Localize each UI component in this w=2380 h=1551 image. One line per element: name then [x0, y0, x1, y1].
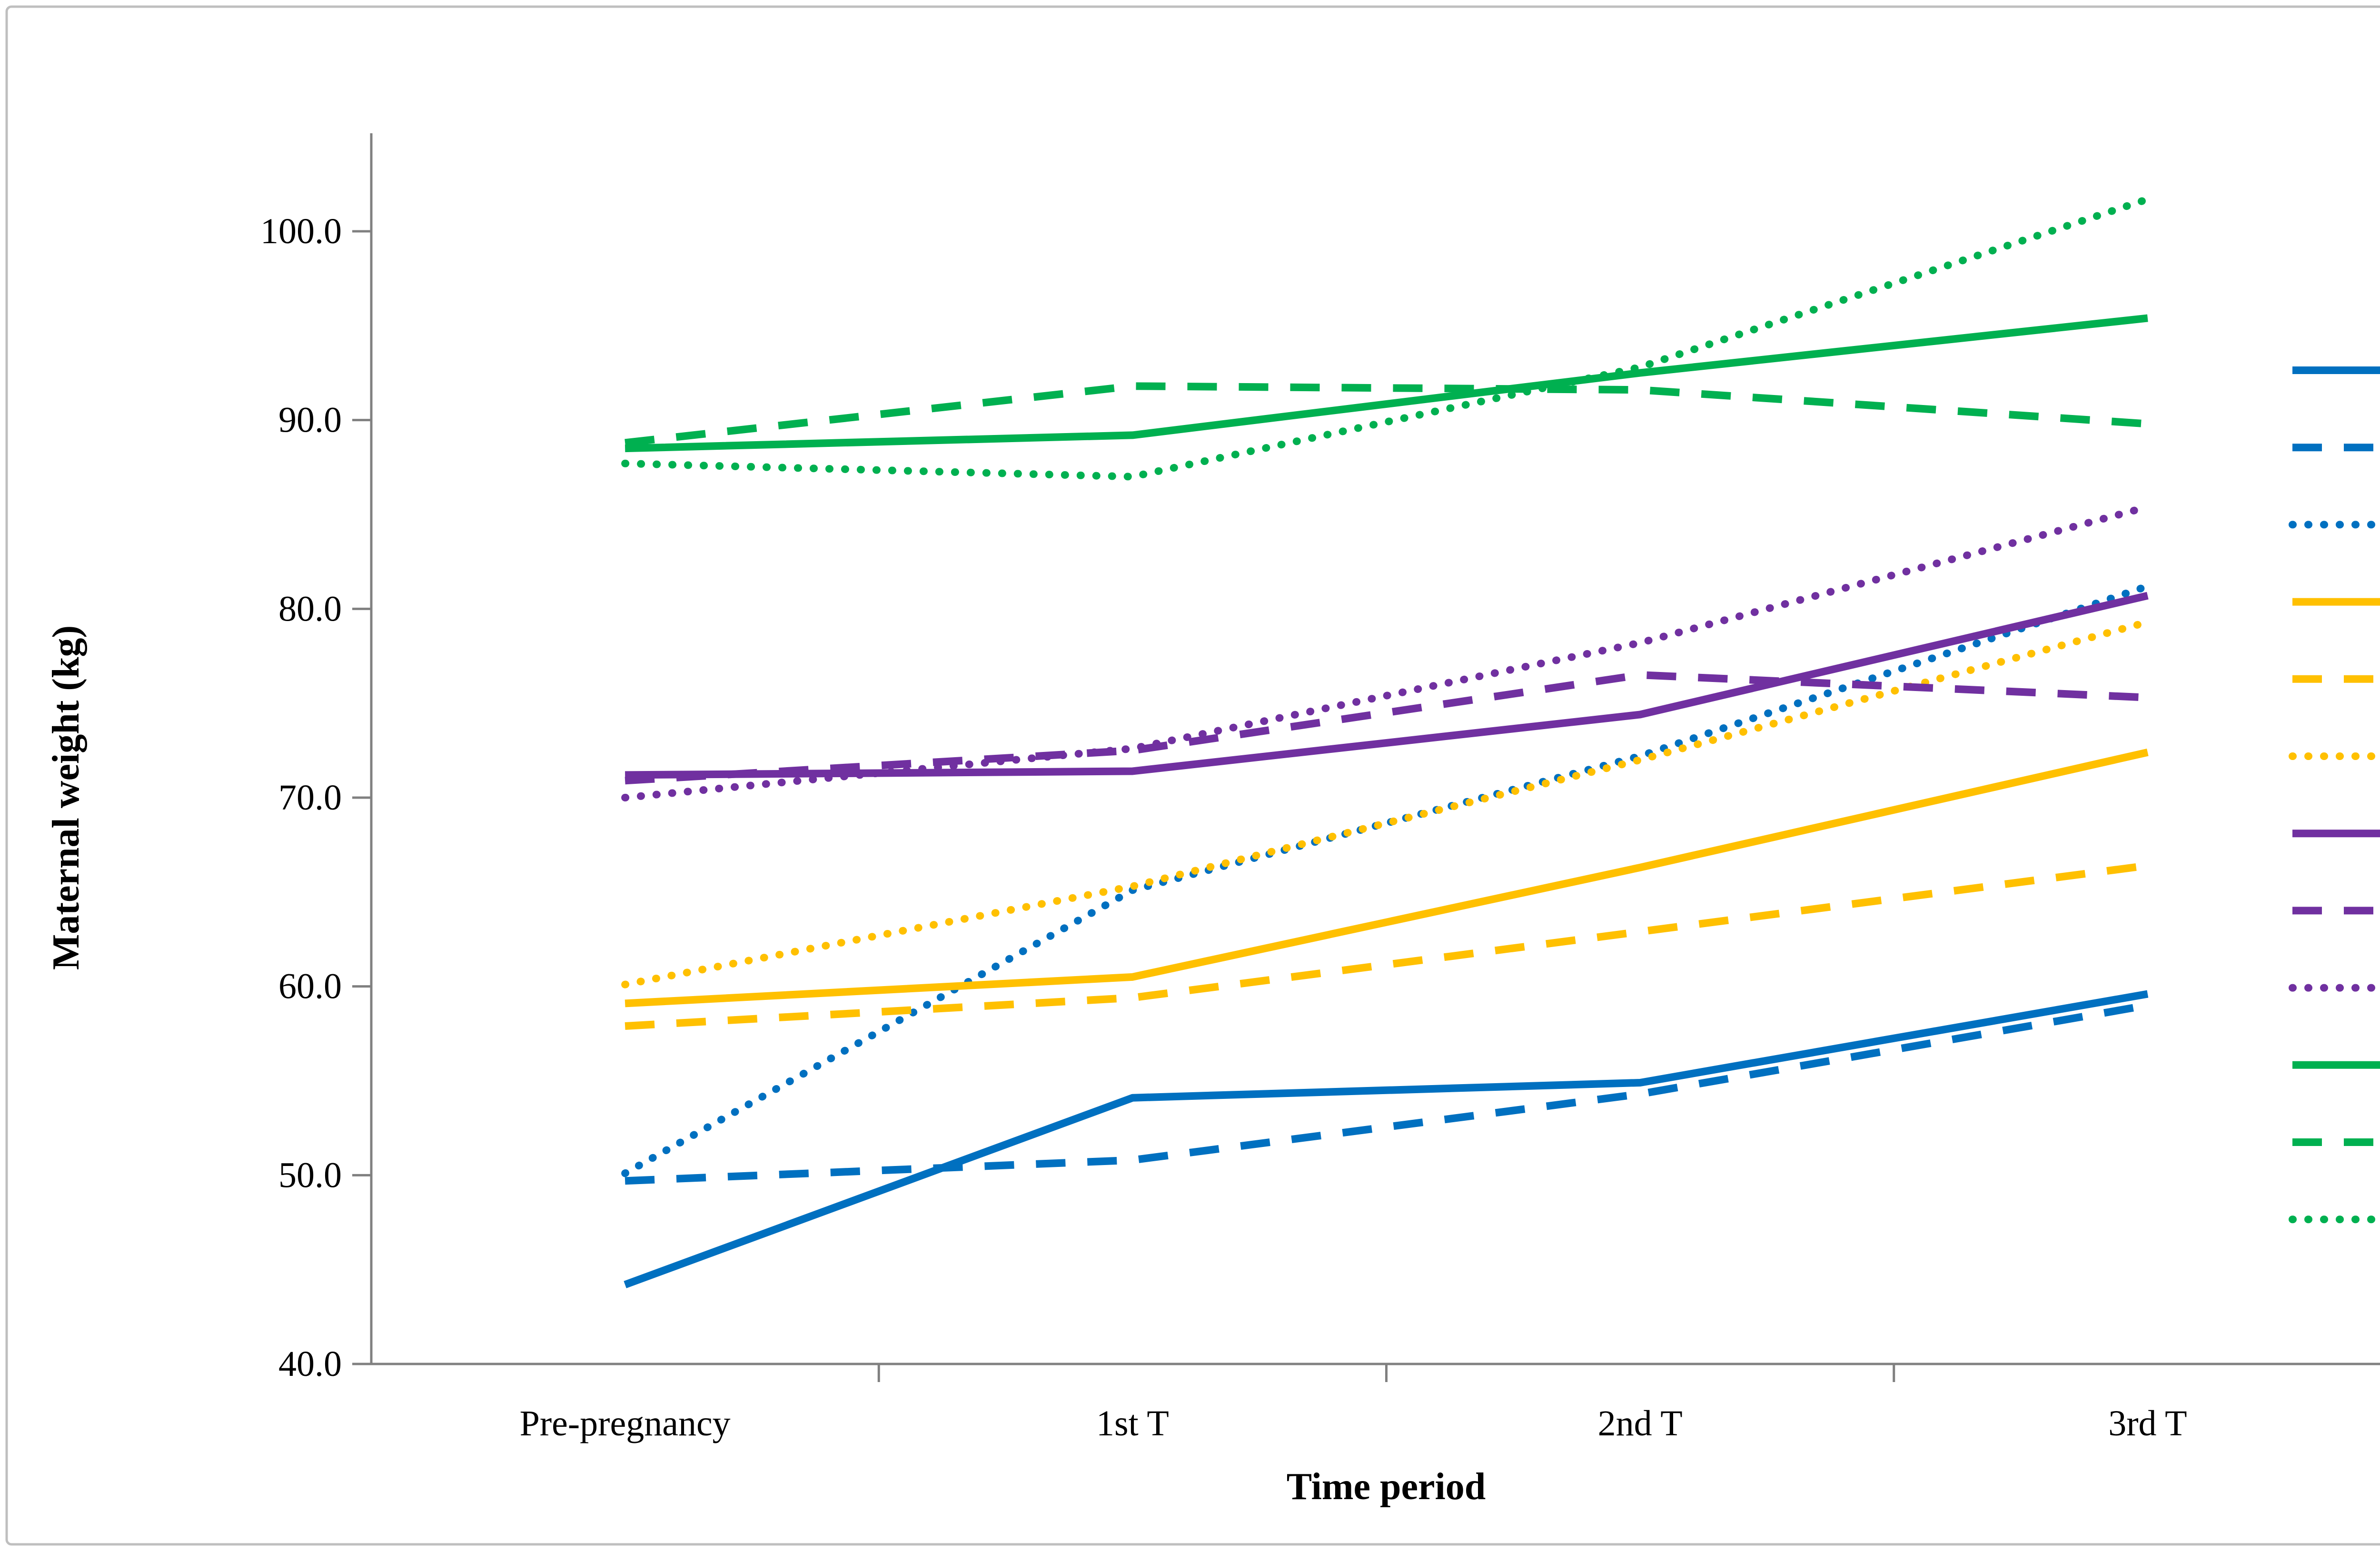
y-tick-label-90: 90.0: [278, 400, 342, 440]
y-tick-label-60: 60.0: [278, 967, 342, 1007]
series-line-normoweight-excessive: [621, 618, 2152, 988]
y-tick-label-50: 50.0: [278, 1155, 342, 1195]
x-category-label-3rd-t: 3rd T: [2108, 1403, 2187, 1443]
series-line-normoweight-insufficient: [625, 861, 2148, 1030]
y-tick-label-80: 80.0: [278, 589, 342, 629]
series-line-underweight-adequate: [624, 990, 2149, 1288]
x-category-label-1st-t: 1st T: [1096, 1403, 1169, 1443]
y-tick-label-100: 100.0: [260, 211, 342, 251]
series-line-underweight-excessive: [621, 582, 2152, 1177]
series-line-obese-excessive: [621, 195, 2152, 481]
series-line-normoweight-adequate: [625, 748, 2149, 1008]
series-line-obese-adequate: [625, 314, 2148, 453]
figure-border: [5, 5, 2380, 1546]
y-axis-title: Maternal weight (kg): [45, 625, 87, 970]
y-tick-label-70: 70.0: [278, 778, 342, 818]
x-axis-title: Time period: [1287, 1466, 1486, 1508]
x-category-label-2nd-t: 2nd T: [1598, 1403, 1683, 1443]
series-line-overweight-insufficient: [625, 671, 2148, 785]
x-category-label-pre-pregnancy: Pre-pregnancy: [520, 1403, 731, 1443]
y-tick-label-40: 40.0: [278, 1344, 342, 1384]
series-line-obese-insufficient: [625, 382, 2148, 447]
series-line-overweight-excessive: [621, 503, 2152, 801]
